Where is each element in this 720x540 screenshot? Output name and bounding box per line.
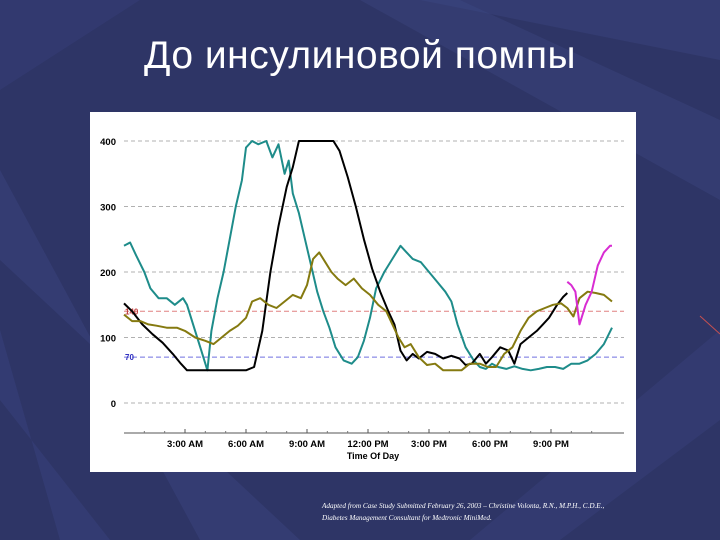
y-tick-label: 0 [111, 399, 116, 410]
series-lines [123, 140, 613, 372]
y-tick-label: 200 [100, 268, 116, 279]
x-axis-title: Time Of Day [347, 451, 399, 461]
x-tick-label: 6:00 AM [228, 439, 264, 450]
grid-lines [124, 140, 624, 404]
tick-labels: 0 100 200 300 400 3:00 AM 6:00 AM 9:00 AM 12:00 … [100, 137, 569, 450]
series-line-4 [566, 244, 612, 326]
caption-line-1: Adapted from Case Study Submitted Februa… [322, 502, 605, 510]
x-tick-label: 3:00 PM [411, 439, 447, 450]
series-line-1 [123, 140, 613, 372]
x-tick-label: 3:00 AM [167, 439, 203, 450]
y-tick-label: 400 [100, 137, 116, 148]
x-tick-label: 6:00 PM [472, 439, 508, 450]
x-tick-label: 9:00 AM [289, 439, 325, 450]
y-tick-label: 300 [100, 203, 116, 214]
series-line-2 [123, 140, 568, 372]
x-tick-label: 12:00 PM [347, 439, 388, 450]
axes [124, 429, 624, 434]
chart-panel: 140 70 0 100 200 300 400 3:00 AM 6:00 AM 9:00 AM… [90, 112, 636, 472]
series-line-3 [123, 251, 613, 372]
caption-line-2: Diabetes Management Consultant for Medtr… [322, 514, 492, 522]
slide-title: До инсулиновой помпы [144, 34, 576, 77]
y-tick-label: 100 [100, 334, 116, 345]
decorative-stroke [699, 315, 720, 335]
reference-label-70: 70 [125, 353, 134, 362]
source-caption: Adapted from Case Study Submitted Februa… [322, 500, 717, 524]
x-tick-label: 9:00 PM [533, 439, 569, 450]
